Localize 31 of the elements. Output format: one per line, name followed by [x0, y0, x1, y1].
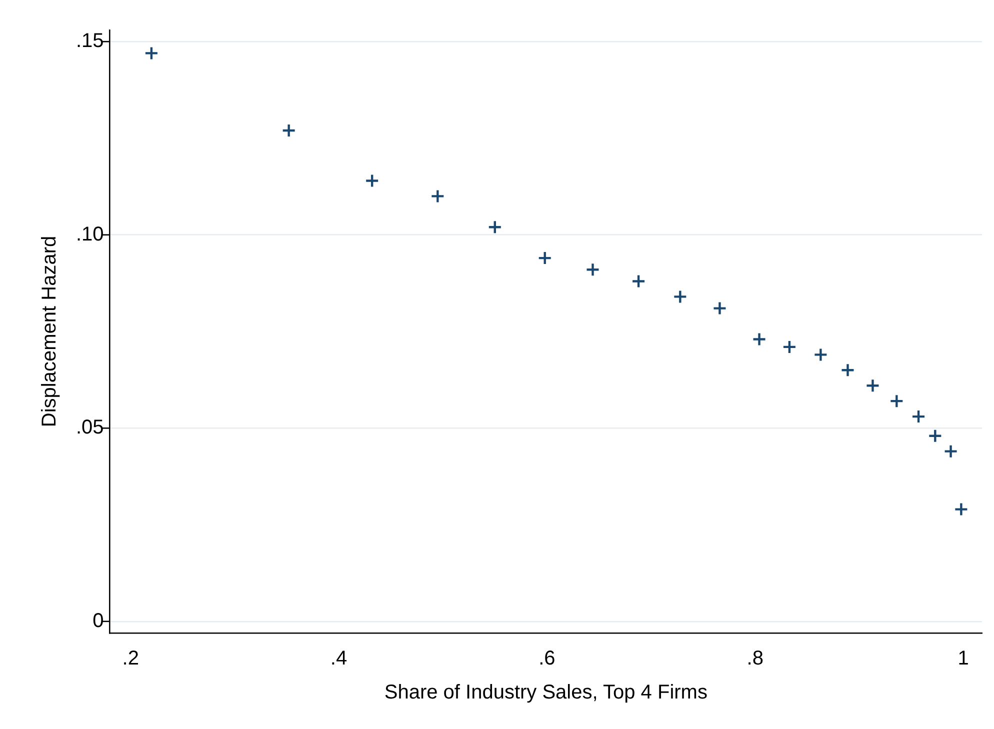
y-axis-title: Displacement Hazard: [38, 236, 61, 428]
point: [430, 189, 445, 204]
point: [712, 301, 727, 316]
point: [488, 220, 502, 234]
x-axis-title: Share of Industry Sales, Top 4 Firms: [384, 682, 708, 704]
point: [673, 290, 688, 304]
y-tick-label: 0: [92, 610, 104, 632]
x-tick-label: .2: [122, 648, 139, 670]
point: [631, 274, 646, 288]
point: [890, 394, 904, 408]
point: [840, 363, 855, 378]
point: [928, 428, 942, 443]
point: [586, 262, 600, 277]
x-tick-label: 1: [958, 648, 969, 670]
point: [144, 46, 159, 60]
y-tick-label: .10: [76, 223, 104, 246]
y-tick-label: .15: [76, 30, 104, 52]
point: [866, 378, 880, 393]
x-tick-label: .8: [746, 648, 764, 670]
point: [944, 444, 958, 458]
point: [814, 348, 828, 362]
point: [782, 340, 797, 354]
point: [282, 123, 296, 138]
point: [954, 502, 968, 516]
point: [752, 332, 766, 346]
point: [538, 250, 552, 266]
y-tick-label: .05: [76, 416, 104, 439]
point: [364, 174, 380, 188]
point: [911, 409, 926, 424]
x-tick-label: .6: [538, 648, 556, 670]
x-tick-label: .4: [330, 648, 348, 670]
